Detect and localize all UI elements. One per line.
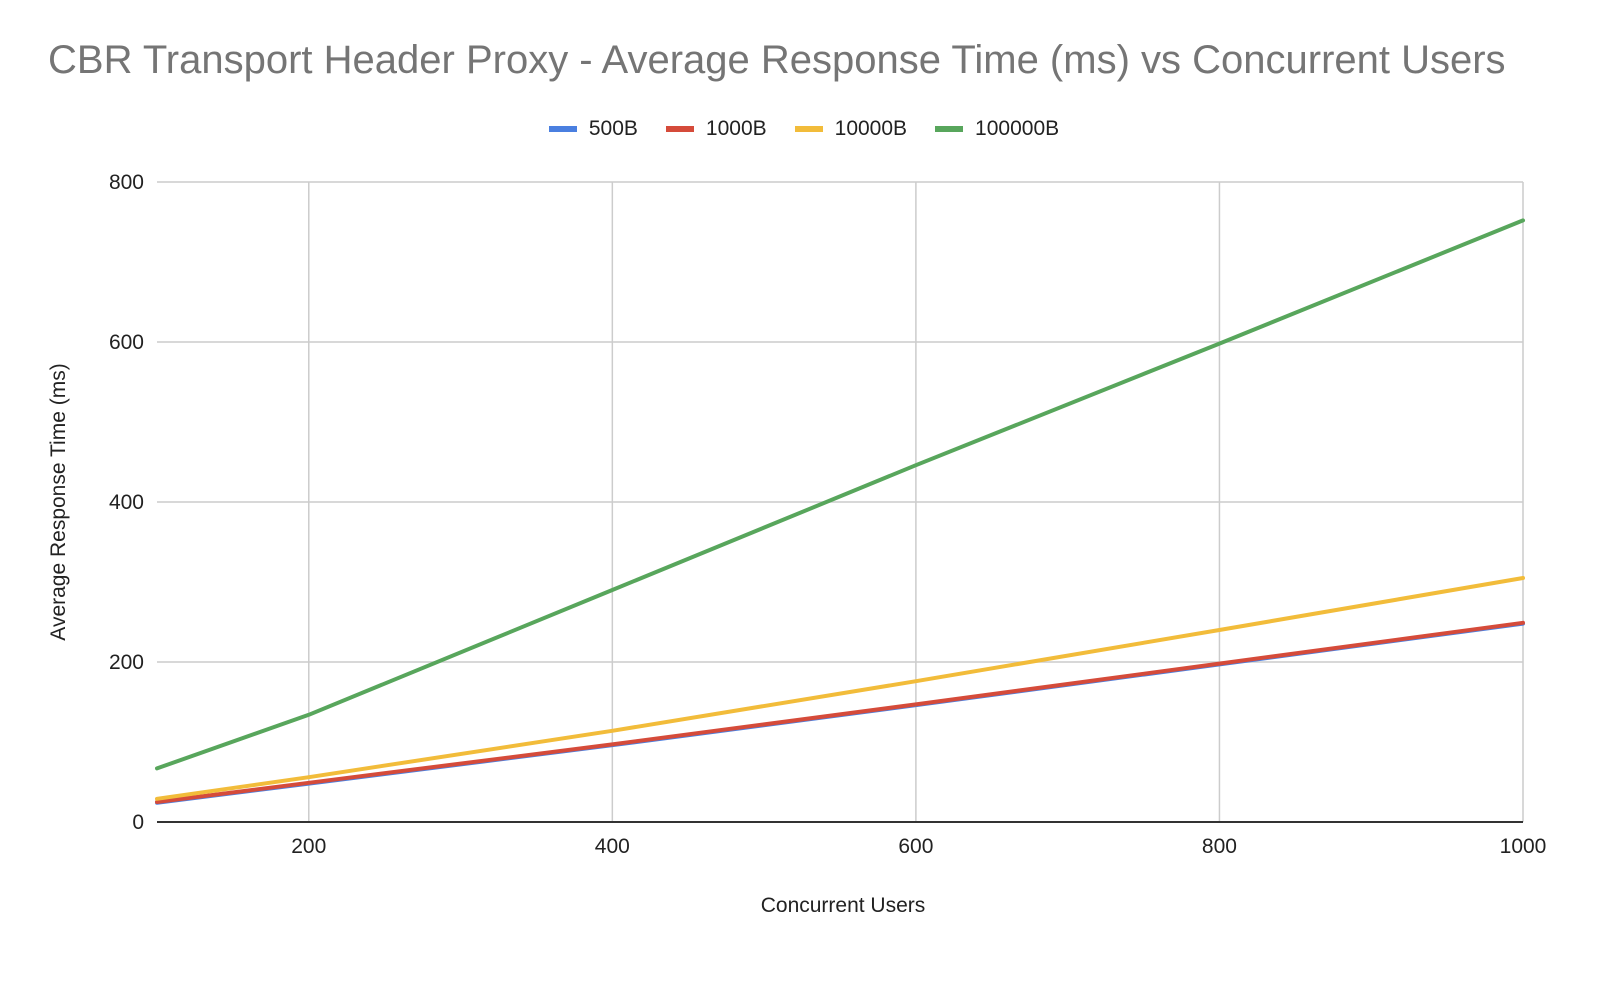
- y-tick-label: 600: [109, 331, 144, 354]
- legend: 500B 1000B 10000B 100000B: [0, 114, 1608, 141]
- y-tick-label: 0: [132, 811, 144, 834]
- legend-label: 100000B: [975, 117, 1060, 140]
- x-tick-label: 800: [1202, 835, 1237, 858]
- y-tick-label: 800: [109, 171, 144, 194]
- y-tick-label: 400: [109, 491, 144, 514]
- legend-item-100000B: 100000B: [935, 117, 1059, 141]
- legend-swatch: [794, 126, 823, 132]
- x-axis-title: Concurrent Users: [761, 894, 926, 917]
- x-tick-label: 1000: [1500, 835, 1547, 858]
- x-tick-label: 600: [898, 835, 933, 858]
- legend-swatch: [935, 126, 964, 132]
- x-tick-label: 400: [595, 835, 630, 858]
- legend-swatch: [548, 126, 577, 132]
- legend-item-1000B: 1000B: [665, 117, 767, 141]
- legend-item-10000B: 10000B: [794, 117, 908, 141]
- legend-label: 1000B: [705, 117, 767, 140]
- y-tick-label: 200: [109, 651, 144, 674]
- legend-label: 500B: [588, 117, 638, 140]
- series-line-100000B: [155, 218, 1525, 771]
- legend-label: 10000B: [834, 117, 908, 140]
- y-axis-title: Average Response Time (ms): [47, 363, 70, 640]
- x-tick-label: 200: [291, 835, 326, 858]
- series-line-1000B: [155, 620, 1525, 804]
- legend-item-500B: 500B: [548, 117, 638, 141]
- series-line-10000B: [155, 576, 1525, 801]
- legend-swatch: [665, 126, 694, 132]
- chart-title: CBR Transport Header Proxy - Average Res…: [48, 38, 1506, 82]
